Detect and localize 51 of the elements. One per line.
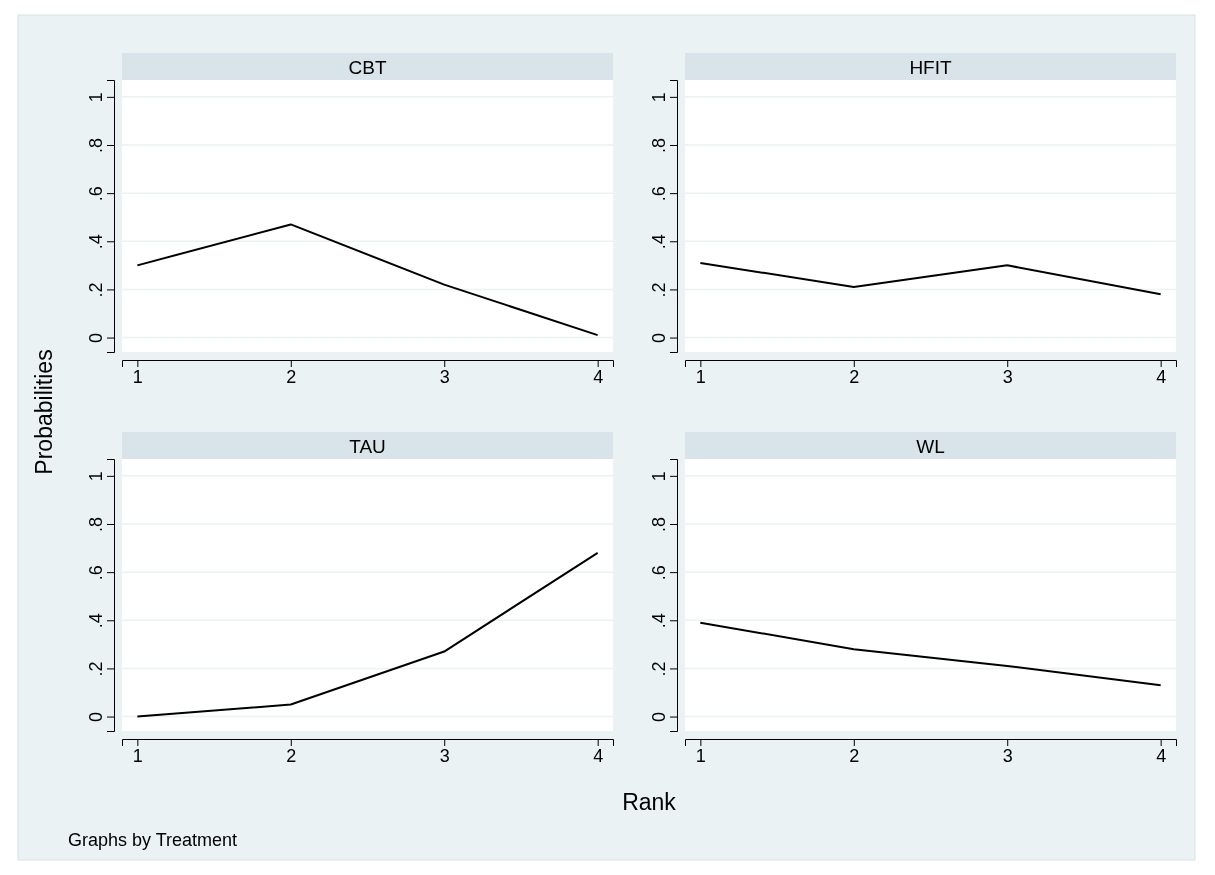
x-tick-label: 1 — [132, 745, 143, 766]
y-tick-label: .6 — [86, 565, 107, 581]
y-tick-label: 1 — [649, 471, 670, 482]
y-tick-label: .4 — [86, 613, 107, 629]
y-tick-label: 1 — [649, 92, 670, 103]
x-tick-label: 4 — [1156, 745, 1167, 766]
line-series — [699, 261, 1162, 296]
y-tick-label: .6 — [86, 186, 107, 202]
y-tick-label: .4 — [86, 234, 107, 250]
chart-title: TAU — [349, 435, 386, 457]
y-tick-label: .4 — [649, 613, 670, 629]
x-tick-label: 2 — [849, 745, 860, 766]
text: Graphs by Treatment — [68, 830, 238, 850]
chart-title: CBT — [348, 56, 387, 78]
y-tick-label: .8 — [86, 137, 107, 153]
y-tick-label: .4 — [649, 234, 670, 250]
chart-title: WL — [916, 435, 945, 457]
y-tick-label: .8 — [649, 137, 670, 153]
x-tick-label: 2 — [849, 366, 860, 387]
y-tick-label: .8 — [86, 516, 107, 532]
line-series — [136, 551, 599, 718]
y-tick-label: 1 — [86, 92, 107, 103]
x-tick-label: 3 — [439, 745, 450, 766]
y-tick-label: 1 — [86, 471, 107, 482]
x-tick-label: 3 — [1002, 745, 1013, 766]
y-tick-label: .2 — [649, 282, 670, 298]
chart-title: HFIT — [909, 56, 952, 78]
y-tick-label: .2 — [86, 282, 107, 298]
x-tick-label: 3 — [439, 366, 450, 387]
x-tick-label: 4 — [1156, 366, 1167, 387]
x-tick-label: 1 — [695, 745, 706, 766]
line-series — [699, 621, 1162, 687]
x-axis-title: Rank — [622, 789, 677, 815]
y-tick-label: .2 — [649, 661, 670, 677]
x-tick-label: 4 — [593, 366, 604, 387]
y-tick-label: .6 — [649, 565, 670, 581]
line-series — [136, 223, 599, 337]
y-tick-label: .2 — [86, 661, 107, 677]
x-tick-label: 4 — [593, 745, 604, 766]
x-tick-label: 1 — [132, 366, 143, 387]
y-axis-title: Probabilities — [31, 349, 57, 475]
y-tick-label: 0 — [649, 712, 670, 723]
x-tick-label: 2 — [286, 745, 297, 766]
x-tick-label: 3 — [1002, 366, 1013, 387]
y-tick-label: 0 — [86, 333, 107, 344]
y-tick-label: 0 — [649, 333, 670, 344]
x-tick-label: 1 — [695, 366, 706, 387]
y-tick-label: .6 — [649, 186, 670, 202]
y-tick-label: 0 — [86, 712, 107, 723]
y-tick-label: .8 — [649, 516, 670, 532]
x-tick-label: 2 — [286, 366, 297, 387]
